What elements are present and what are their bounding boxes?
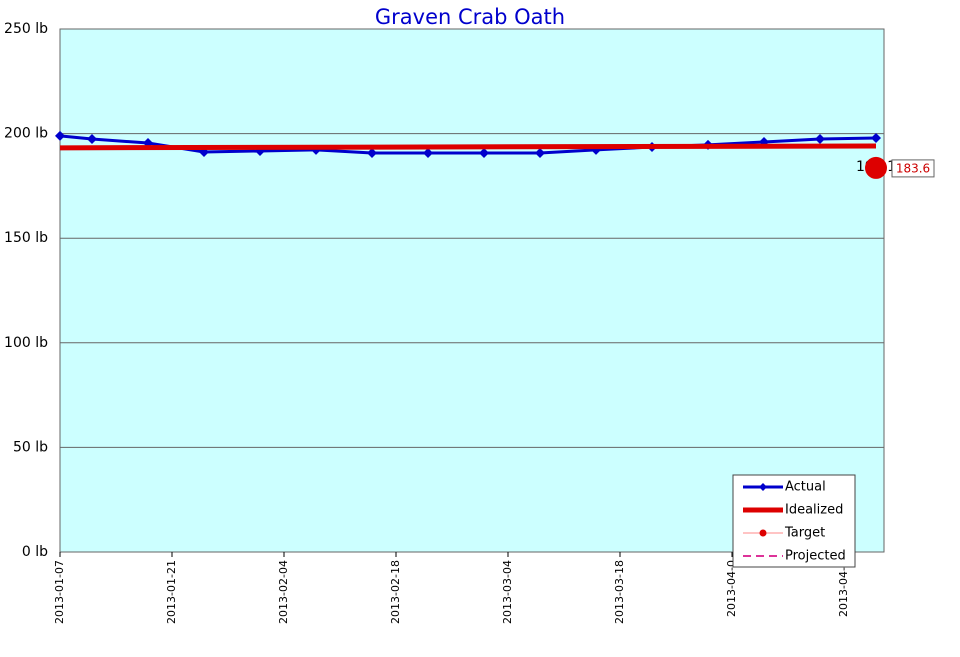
point <box>55 130 65 141</box>
x-tick-label: 2013-02-18 <box>389 560 402 624</box>
y-tick-label: 150 lb <box>4 230 48 246</box>
series-line <box>59 143 877 151</box>
point <box>87 134 97 145</box>
y-tick-label: 200 lb <box>4 126 48 142</box>
x-tick-label: 2013-04-0 <box>725 560 738 617</box>
point <box>815 134 825 145</box>
legend-marker <box>759 483 767 491</box>
x-tick-label: 2013-02-04 <box>277 560 290 624</box>
y-tick-label: 100 lb <box>4 335 48 351</box>
legend-box <box>732 474 856 568</box>
point <box>423 148 433 159</box>
legend-label: Actual <box>785 480 826 495</box>
point <box>479 148 489 159</box>
legend-label: Target <box>784 526 825 541</box>
y-tick-label: 50 lb <box>13 439 48 455</box>
x-tick-label: 2013-03-18 <box>613 560 626 624</box>
x-tick-label: 2013-04-1 <box>837 560 850 617</box>
target-point <box>865 156 887 179</box>
legend-label: Projected <box>785 549 846 564</box>
x-tick-label: 2013-03-04 <box>501 560 514 624</box>
label-box <box>891 159 935 178</box>
point <box>535 148 545 159</box>
plot-area <box>59 28 885 553</box>
y-tick-label: 0 lb <box>22 544 48 560</box>
x-tick-label: 2013-01-07 <box>53 560 66 624</box>
chart-title: Graven Crab Oath <box>375 5 565 29</box>
value-label: 183.6 <box>896 161 930 175</box>
x-tick-label: 2013-01-21 <box>165 560 178 624</box>
point <box>871 132 881 143</box>
legend-marker <box>759 529 767 537</box>
y-tick-label: 250 lb <box>4 21 48 37</box>
legend-label: Idealized <box>785 503 843 518</box>
point <box>367 148 377 159</box>
